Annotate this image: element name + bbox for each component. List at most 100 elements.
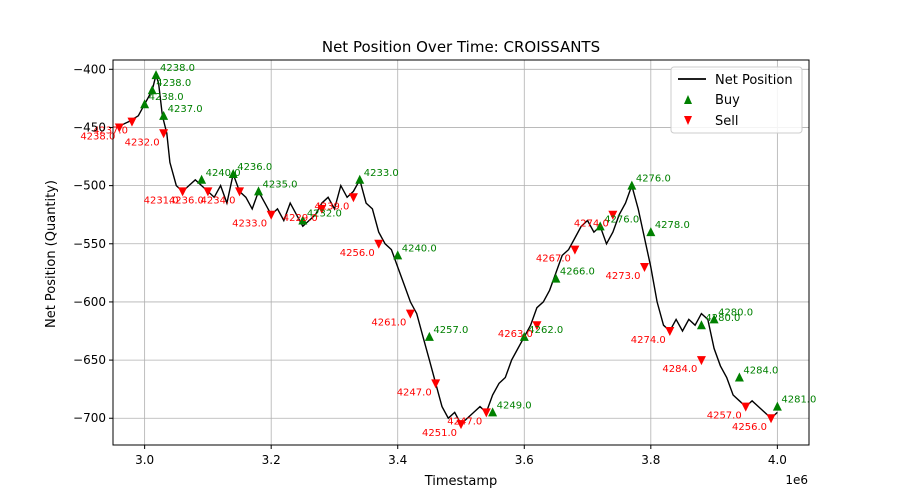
sell-price-label: 4237.0 xyxy=(93,126,128,137)
y-tick-label: −500 xyxy=(73,179,106,193)
buy-price-label: 4284.0 xyxy=(743,366,778,377)
sell-marker xyxy=(203,187,213,197)
sell-price-label: 4256.0 xyxy=(732,422,767,433)
sell-marker xyxy=(608,210,618,220)
buy-marker xyxy=(147,85,157,95)
x-axis-ticks: 3.0 3.2 3.4 3.6 3.8 4.0 xyxy=(135,445,787,467)
buy-price-label: 4280.0 xyxy=(718,307,753,318)
sell-marker xyxy=(159,129,169,139)
buy-price-label: 4278.0 xyxy=(655,220,690,231)
chart-title: Net Position Over Time: CROISSANTS xyxy=(322,38,600,56)
sell-price-label: 4233.0 xyxy=(232,219,267,230)
sell-marker xyxy=(348,193,358,203)
sell-marker xyxy=(114,123,124,133)
x-axis-label: Timestamp xyxy=(424,474,498,489)
buy-price-label: 4236.0 xyxy=(237,162,272,173)
buy-price-label: 4240.0 xyxy=(402,243,437,254)
sell-price-label: 4232.0 xyxy=(125,137,160,148)
buy-marker xyxy=(298,215,308,225)
buy-marker xyxy=(709,314,719,324)
buy-price-label: 4276.0 xyxy=(636,174,671,185)
buy-marker xyxy=(393,250,403,260)
sell-marker xyxy=(431,379,441,389)
sell-price-label: 4231.0 xyxy=(144,195,179,206)
buy-price-label: 4235.0 xyxy=(263,179,298,190)
sell-price-label: 4284.0 xyxy=(662,364,697,375)
trade-price-annotations: 4238.04238.04238.04237.04240.04236.04235… xyxy=(80,63,816,439)
sell-marker xyxy=(639,263,649,273)
buy-marker xyxy=(424,331,434,341)
sell-price-label: 4251.0 xyxy=(422,428,457,439)
buy-marker xyxy=(159,110,169,120)
x-tick-label: 3.0 xyxy=(135,453,154,467)
sell-marker xyxy=(266,210,276,220)
buy-marker xyxy=(151,70,161,80)
buy-marker xyxy=(551,273,561,283)
buy-marker xyxy=(772,401,782,411)
buy-price-label: 4262.0 xyxy=(528,325,563,336)
sell-price-label: 4267.0 xyxy=(536,254,571,265)
sell-price-label: 4273.0 xyxy=(605,271,640,282)
x-tick-label: 3.6 xyxy=(515,453,534,467)
legend-label-buy: Buy xyxy=(715,93,740,108)
sell-price-label: 4247.0 xyxy=(447,416,482,427)
buy-marker xyxy=(595,221,605,231)
x-axis-offset-label: 1e6 xyxy=(785,473,808,487)
sell-marker xyxy=(317,204,327,214)
x-tick-label: 3.8 xyxy=(641,453,660,467)
y-tick-label: −700 xyxy=(73,411,106,425)
sell-marker xyxy=(570,245,580,255)
y-tick-label: −400 xyxy=(73,62,106,76)
y-axis-ticks: −400 −450 −500 −550 −600 −650 −700 xyxy=(73,62,113,425)
buy-marker xyxy=(355,174,365,184)
sell-price-label: 4238.0 xyxy=(80,131,115,142)
sell-price-label: 4274.0 xyxy=(574,219,609,230)
sell-price-label: 4247.0 xyxy=(397,387,432,398)
sell-marker xyxy=(532,321,542,331)
sell-marker xyxy=(665,327,675,337)
y-tick-label: −550 xyxy=(73,237,106,251)
y-axis-label: Net Position (Quantity) xyxy=(44,180,59,328)
y-tick-label: −450 xyxy=(73,120,106,134)
buy-price-label: 4238.0 xyxy=(149,92,184,103)
sell-marker xyxy=(741,402,751,412)
buy-price-label: 4232.0 xyxy=(307,209,342,220)
trade-markers xyxy=(114,70,782,430)
sell-marker xyxy=(696,356,706,366)
sell-marker xyxy=(481,408,491,418)
sell-price-label: 4236.0 xyxy=(169,195,204,206)
buy-price-label: 4266.0 xyxy=(560,267,595,278)
buy-price-label: 4233.0 xyxy=(364,168,399,179)
buy-marker xyxy=(734,372,744,382)
legend: Net Position Buy Sell xyxy=(670,66,803,134)
sell-marker xyxy=(235,187,245,197)
y-tick-label: −600 xyxy=(73,295,106,309)
legend-box xyxy=(670,66,803,134)
y-tick-label: −650 xyxy=(73,353,106,367)
legend-sell-marker xyxy=(684,116,692,125)
x-tick-label: 3.2 xyxy=(262,453,281,467)
buy-marker xyxy=(228,168,238,178)
buy-marker xyxy=(488,407,498,417)
buy-price-label: 4281.0 xyxy=(781,395,816,406)
buy-price-label: 4240.0 xyxy=(206,168,241,179)
legend-buy-marker xyxy=(684,95,692,104)
sell-marker xyxy=(374,239,384,249)
x-tick-label: 3.4 xyxy=(388,453,407,467)
buy-price-label: 4280.0 xyxy=(705,313,740,324)
sell-price-label: 4239.0 xyxy=(314,201,349,212)
legend-label-net-position: Net Position xyxy=(715,73,793,88)
sell-price-label: 4229.0 xyxy=(283,213,318,224)
buy-marker xyxy=(519,331,529,341)
sell-price-label: 4263.0 xyxy=(498,329,533,340)
sell-price-label: 4234.0 xyxy=(201,195,236,206)
buy-marker xyxy=(140,99,150,109)
buy-marker xyxy=(197,174,207,184)
legend-label-sell: Sell xyxy=(715,114,738,129)
sell-price-label: 4257.0 xyxy=(707,411,742,422)
buy-price-label: 4257.0 xyxy=(433,325,468,336)
sell-price-label: 4256.0 xyxy=(340,248,375,259)
sell-price-label: 4261.0 xyxy=(371,318,406,329)
buy-marker xyxy=(696,320,706,330)
